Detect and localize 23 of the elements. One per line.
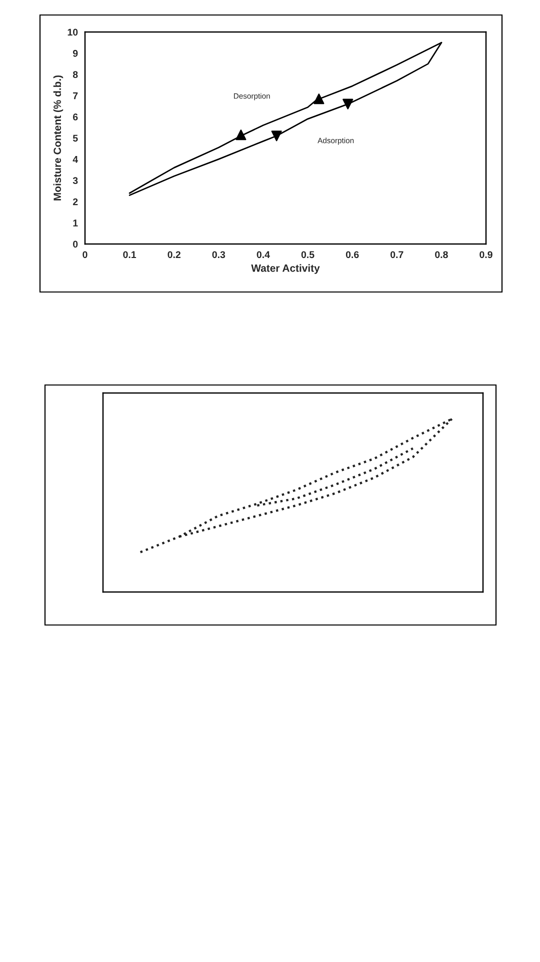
x-tick-label: 0.7 xyxy=(390,251,404,258)
x-tick-label: 0.5 xyxy=(301,251,314,258)
y-tick-label: 6 xyxy=(73,114,78,120)
y-tick-label: 3 xyxy=(72,177,78,184)
x-tick-label: 0 xyxy=(82,251,88,258)
x-tick-label: 0.2 xyxy=(168,251,180,258)
y-tick-label: 1 xyxy=(73,220,78,226)
x-tick-label: 0.4 xyxy=(256,251,270,258)
y-tick-label: 0 xyxy=(73,240,78,248)
y-axis-title: Moisture Content (% d.b.) xyxy=(53,75,64,200)
y-tick-label: 2 xyxy=(72,198,78,206)
y-tick-label: 4 xyxy=(72,156,78,163)
x-axis-title: Water Activity xyxy=(251,264,320,274)
x-tick-label: 0.1 xyxy=(123,251,136,258)
y-tick-label: 8 xyxy=(72,71,78,78)
x-tick-label: 0.8 xyxy=(435,251,448,258)
y-tick-label: 10 xyxy=(68,28,78,36)
y-tick-label: 9 xyxy=(72,50,78,57)
x-tick-label: 0.9 xyxy=(480,251,492,258)
x-tick-label: 0.3 xyxy=(212,251,226,258)
y-tick-label: 7 xyxy=(73,92,78,100)
x-tick-label: 0.6 xyxy=(346,251,359,258)
y-tick-label: 5 xyxy=(72,134,78,142)
